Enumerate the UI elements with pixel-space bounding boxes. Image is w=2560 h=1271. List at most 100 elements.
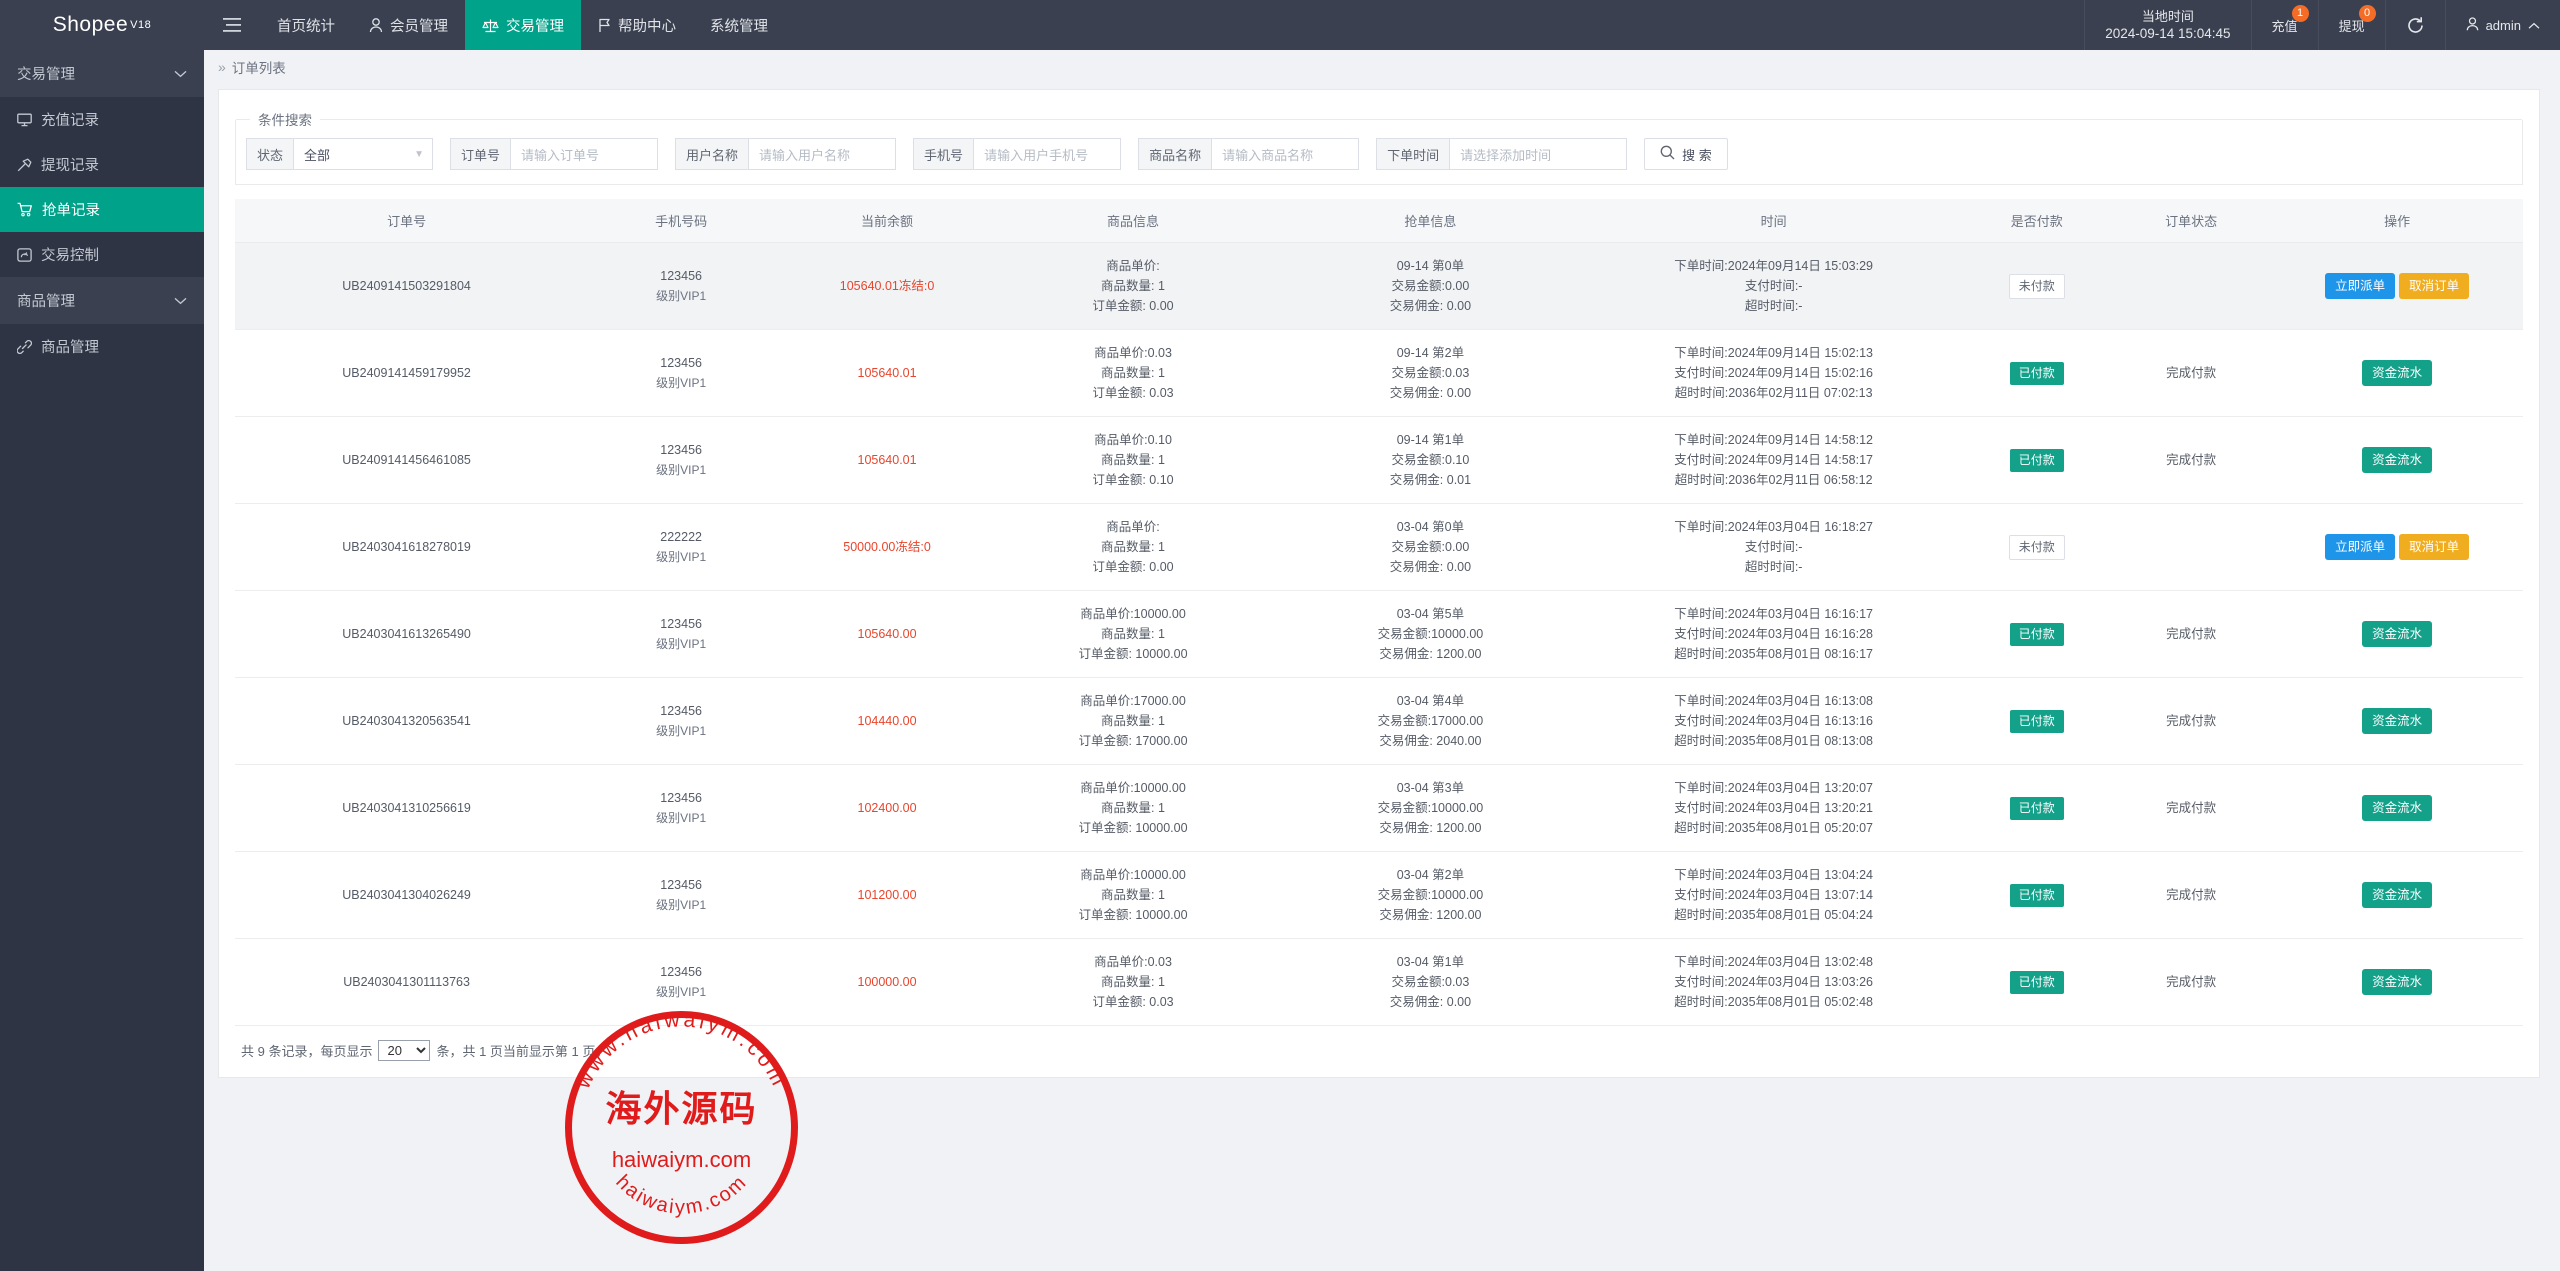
member-level: 级别VIP1 [656,811,707,825]
order-no-filter: 订单号 请输入订单号 [450,138,659,170]
fund-flow-button[interactable]: 资金流水 [2362,621,2433,647]
withdraw-button[interactable]: 提现 0 [2317,0,2385,50]
brand-logo[interactable]: Shopee V18 [0,0,204,50]
cell-order-no: UB2403041320563541 [235,677,579,765]
goods-order-amount: 订单金额: 17000.00 [1078,734,1188,748]
cell-grab-info: 09-14 第0单 交易金额:0.00 交易佣金: 0.00 [1276,242,1585,330]
fund-flow-button[interactable]: 资金流水 [2362,882,2433,908]
goods-name-input[interactable]: 请输入商品名称 [1211,138,1360,170]
timeout-time: 超时时间:2035年08月01日 08:16:17 [1674,647,1873,661]
dispatch-order-button[interactable]: 立即派单 [2325,273,2396,299]
cell-pay-status: 已付款 [1962,764,2112,852]
search-button[interactable]: 搜 索 [1644,138,1728,170]
order-time: 下单时间:2024年03月04日 13:04:24 [1674,868,1873,882]
fund-flow-button[interactable]: 资金流水 [2362,795,2433,821]
nav-label: 会员管理 [390,18,448,35]
order-no-label: 订单号 [450,138,511,170]
fund-flow-button[interactable]: 资金流水 [2362,969,2433,995]
user-menu[interactable]: admin [2444,0,2560,50]
cell-grab-info: 09-14 第1单 交易金额:0.10 交易佣金: 0.01 [1276,416,1585,504]
cell-pay-status: 已付款 [1962,329,2112,417]
cell-time: 下单时间:2024年09月14日 15:03:29 支付时间:- 超时时间:- [1584,242,1963,330]
goods-order-amount: 订单金额: 0.03 [1092,995,1174,1009]
table-row: UB2409141503291804 123456 级别VIP1 105640.01冻… [235,242,2523,330]
th-goods-info: 商品信息 [990,199,1276,243]
status-select[interactable]: 全部 ▼ [293,138,434,170]
goods-quantity: 商品数量: 1 [1101,366,1165,380]
goods-order-amount: 订单金额: 10000.00 [1078,908,1188,922]
goods-quantity: 商品数量: 1 [1101,975,1165,989]
sidebar-group-goods[interactable]: 商品管理 [0,277,204,324]
fund-flow-button[interactable]: 资金流水 [2362,708,2433,734]
cell-balance: 104440.00 [784,677,990,765]
balance-value: 50000.00 [843,540,896,554]
nav-item-help-center[interactable]: 帮助中心 [581,0,693,50]
cell-balance: 50000.00冻结:0 [784,503,990,591]
cancel-order-button[interactable]: 取消订单 [2399,273,2470,299]
sidebar-item-withdraw-records[interactable]: 提现记录 [0,142,204,187]
nav-item-transaction-management[interactable]: 交易管理 [465,0,581,50]
sidebar-item-recharge-records[interactable]: 充值记录 [0,97,204,142]
grab-commission: 交易佣金: 1200.00 [1379,908,1482,922]
sidebar-group-transaction[interactable]: 交易管理 [0,50,204,97]
nav-item-member-management[interactable]: 会员管理 [352,0,465,50]
phone-number: 123456 [660,791,702,805]
nav-label: 系统管理 [710,18,768,35]
nav-item-home-stats[interactable]: 首页统计 [260,0,352,50]
goods-quantity: 商品数量: 1 [1101,627,1165,641]
cell-time: 下单时间:2024年03月04日 13:04:24 支付时间:2024年03月04… [1584,851,1963,939]
user-name-label: 用户名称 [675,138,749,170]
cell-time: 下单时间:2024年09月14日 14:58:12 支付时间:2024年09月14… [1584,416,1963,504]
member-level: 级别VIP1 [656,463,707,477]
cancel-order-button[interactable]: 取消订单 [2399,534,2470,560]
cell-order-status: 完成付款 [2111,329,2272,417]
grab-commission: 交易佣金: 0.00 [1389,560,1472,574]
refresh-icon[interactable] [2384,0,2445,50]
cell-order-no: UB2403041310256619 [235,764,579,852]
withdraw-label: 提现 [2338,18,2365,34]
sidebar-item-goods-management[interactable]: 商品管理 [0,324,204,369]
cell-pay-status: 未付款 [1962,242,2112,330]
fund-flow-button[interactable]: 资金流水 [2362,447,2433,473]
cell-order-no: UB2403041301113763 [235,938,579,1026]
recharge-button[interactable]: 充值 1 [2250,0,2318,50]
member-level: 级别VIP1 [656,898,707,912]
cell-phone: 123456 级别VIP1 [578,242,785,330]
breadcrumb: » 订单列表 [204,50,2560,83]
cell-phone: 123456 级别VIP1 [578,416,785,504]
th-pay-status: 是否付款 [1962,199,2112,243]
status-badge: 已付款 [2009,970,2064,994]
sidebar-item-transaction-control[interactable]: 交易控制 [0,232,204,277]
record-count-suffix: 条，共 1 页当前显示第 1 页。 [436,1044,609,1059]
fund-flow-button[interactable]: 资金流水 [2362,360,2433,386]
cell-actions: 资金流水 [2271,764,2523,852]
status-badge: 未付款 [2008,273,2065,299]
status-select-value: 全部 [304,147,331,163]
cell-order-status [2111,503,2272,591]
main-nav: 首页统计 会员管理 交易管理 帮助中心 系统管理 [260,0,785,50]
phone-input[interactable]: 请输入用户手机号 [973,138,1122,170]
th-balance: 当前余额 [784,199,990,243]
user-name-input[interactable]: 请输入用户名称 [748,138,897,170]
order-no-input[interactable]: 请输入订单号 [510,138,659,170]
cell-grab-info: 03-04 第5单 交易金额:10000.00 交易佣金: 1200.00 [1276,590,1585,678]
th-grab-info: 抢单信息 [1276,199,1585,243]
pay-time: 支付时间:2024年09月14日 15:02:16 [1674,366,1873,380]
order-time-input[interactable]: 请选择添加时间 [1449,138,1628,170]
table-row: UB2409141456461085 123456 级别VIP1 105640.01 商… [235,416,2523,504]
page-size-select[interactable]: 102050100 [378,1040,431,1061]
goods-order-amount: 订单金额: 0.10 [1092,473,1174,487]
nav-item-system-management[interactable]: 系统管理 [693,0,785,50]
dispatch-order-button[interactable]: 立即派单 [2325,534,2396,560]
balance-value: 105640.00 [857,627,917,641]
order-time-label: 下单时间 [1376,138,1450,170]
member-level: 级别VIP1 [656,724,707,738]
timeout-time: 超时时间:- [1744,299,1803,313]
cell-balance: 100000.00 [784,938,990,1026]
pay-time: 支付时间:2024年09月14日 14:58:17 [1674,453,1873,467]
cell-grab-info: 03-04 第0单 交易金额:0.00 交易佣金: 0.00 [1276,503,1585,591]
sidebar-item-label: 充值记录 [41,113,99,129]
goods-unit-price: 商品单价:10000.00 [1080,781,1186,795]
sidebar-item-grab-order-records[interactable]: 抢单记录 [0,187,204,232]
menu-icon[interactable] [204,0,260,50]
